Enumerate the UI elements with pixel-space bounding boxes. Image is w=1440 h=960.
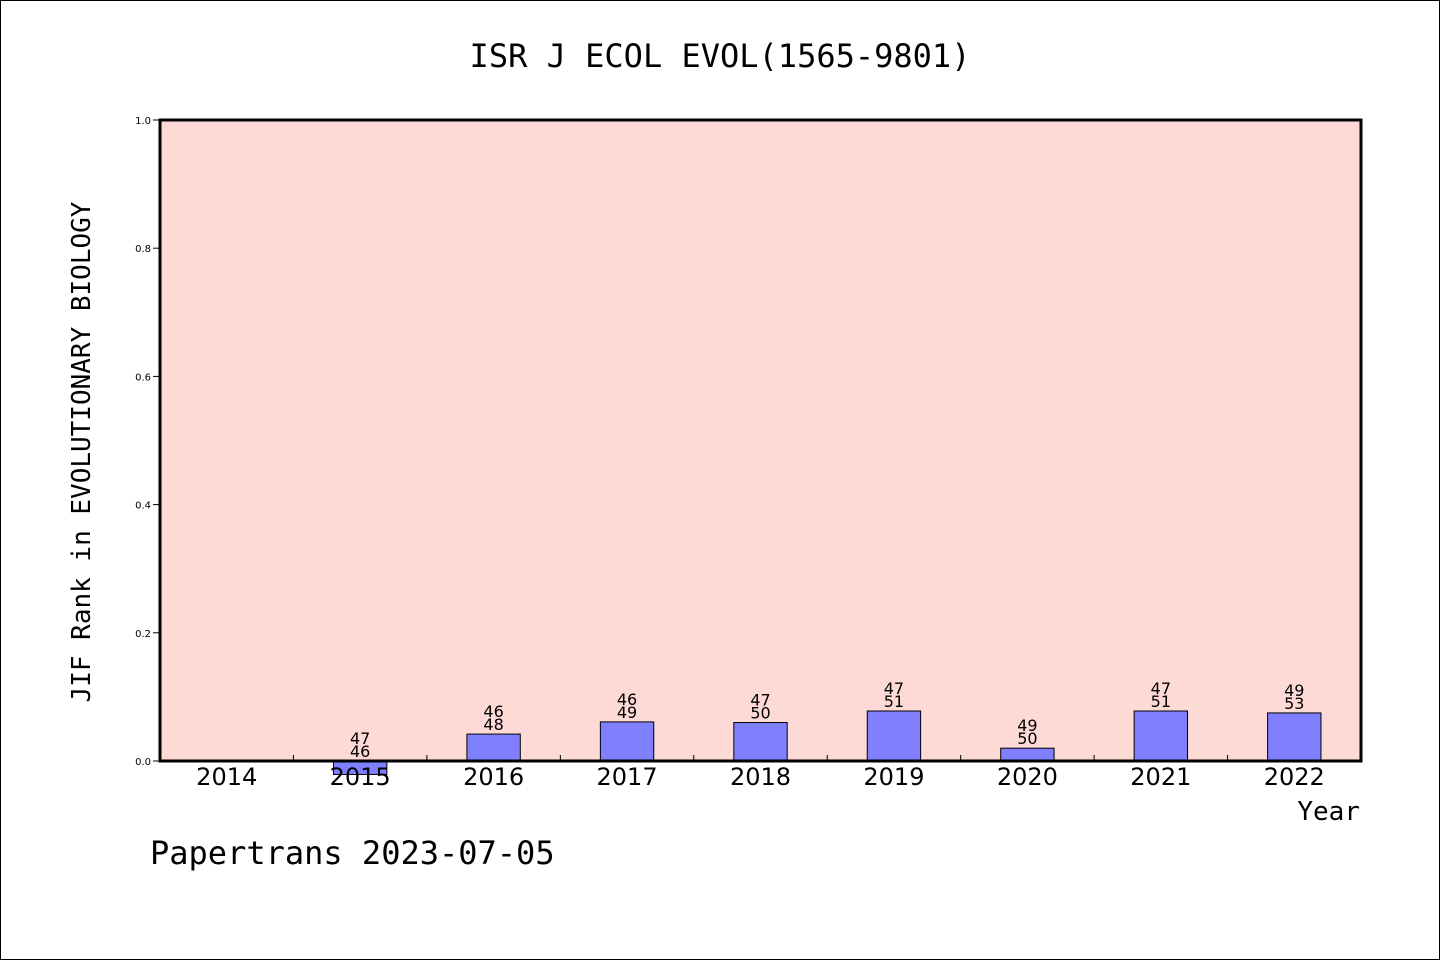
bar [1267,712,1322,762]
data-label-total: 50 [750,704,770,723]
x-tick-label: 2020 [997,763,1058,791]
y-tick-label: 0.2 [135,629,151,640]
data-label-total: 51 [1151,692,1171,711]
data-label-rank: 46 [617,690,637,709]
bar [866,710,922,762]
data-label-rank: 47 [750,691,770,710]
data-label-total: 51 [884,692,904,711]
data-label-rank: 47 [350,729,370,748]
data-label-rank: 49 [1284,681,1304,700]
y-tick-label: 0.8 [135,244,151,255]
x-tick-label: 2018 [730,763,791,791]
plot-area [160,120,1361,761]
x-tick-label: 2017 [597,763,658,791]
data-label-rank: 47 [884,679,904,698]
x-tick-label: 2014 [196,763,257,791]
bar [466,733,521,762]
data-label-rank: 49 [1017,716,1037,735]
data-label-total: 46 [350,742,370,761]
data-label-total: 50 [1017,729,1037,748]
y-tick-label: 0.6 [135,372,151,383]
bar [1000,747,1055,762]
bar [599,721,655,762]
y-tick-label: 0.0 [135,757,151,768]
y-axis-label: JIF Rank in EVOLUTIONARY BIOLOGY [67,201,97,702]
y-tick-label: 1.0 [135,116,151,127]
x-tick-label: 2022 [1264,763,1325,791]
data-label-total: 53 [1284,694,1304,713]
x-tick-label: 2019 [863,763,924,791]
x-tick-label: 2016 [463,763,524,791]
axis-ticks-layer: 0.0 0.2 0.4 0.6 0.8 1.0 2014 2015 2016 2017 2018 20… [135,116,1325,791]
data-label-rank: 46 [483,702,503,721]
chart-title: ISR J ECOL EVOL(1565-9801) [470,37,971,75]
y-tick-label: 0.4 [135,501,151,512]
bars-layer [332,710,1322,775]
footer-credit: Papertrans 2023-07-05 [150,834,555,872]
plot-frame [158,118,1363,763]
data-label-total: 49 [617,703,637,722]
bar [1133,710,1189,762]
x-tick-label: 2015 [330,763,391,791]
data-label-rank: 47 [1151,679,1171,698]
bar [733,722,788,762]
x-tick-label: 2021 [1130,763,1191,791]
x-axis-label: Year [1297,797,1360,827]
data-label-total: 48 [483,715,503,734]
